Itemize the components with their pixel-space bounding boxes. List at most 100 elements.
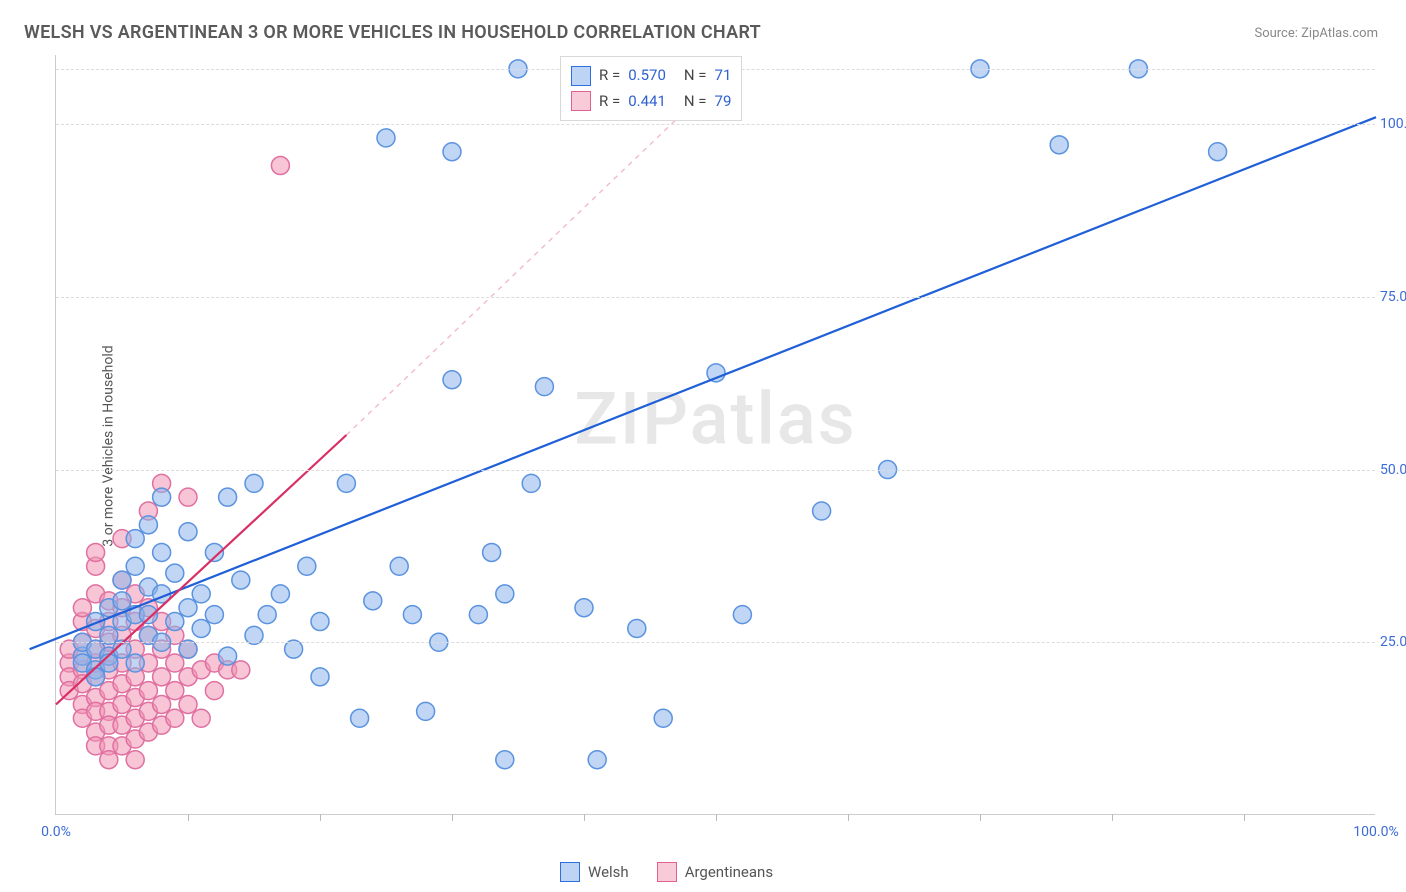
legend-item-welsh: Welsh	[560, 862, 629, 882]
scatter-point	[219, 647, 237, 665]
scatter-point	[575, 599, 593, 617]
scatter-point	[179, 695, 197, 713]
scatter-point	[87, 543, 105, 561]
scatter-point	[153, 668, 171, 686]
scatter-point	[126, 751, 144, 769]
scatter-point	[192, 585, 210, 603]
n-value: 79	[715, 89, 732, 115]
legend-row-welsh: R = 0.570 N = 71	[571, 63, 731, 89]
x-tick-minor	[980, 814, 981, 821]
scatter-point	[126, 530, 144, 548]
r-label: R =	[599, 63, 620, 89]
scatter-point	[166, 709, 184, 727]
gridline	[56, 642, 1375, 643]
scatter-point	[179, 488, 197, 506]
swatch-icon	[560, 862, 580, 882]
chart-title: WELSH VS ARGENTINEAN 3 OR MORE VEHICLES …	[24, 22, 761, 43]
chart-svg	[56, 55, 1375, 814]
x-tick-minor	[584, 814, 585, 821]
r-value: 0.570	[628, 63, 666, 89]
scatter-point	[139, 516, 157, 534]
n-label: N =	[684, 63, 707, 89]
legend-label: Argentineans	[685, 863, 773, 881]
y-tick-label: 50.0%	[1380, 462, 1406, 478]
scatter-point	[179, 599, 197, 617]
scatter-point	[351, 709, 369, 727]
scatter-point	[628, 619, 646, 637]
scatter-point	[232, 661, 250, 679]
scatter-point	[1209, 143, 1227, 161]
scatter-point	[403, 606, 421, 624]
scatter-point	[733, 606, 751, 624]
x-tick-minor	[188, 814, 189, 821]
y-tick-label: 25.0%	[1380, 634, 1406, 650]
y-tick-label: 75.0%	[1380, 289, 1406, 305]
scatter-point	[153, 543, 171, 561]
x-tick-minor	[320, 814, 321, 821]
scatter-point	[390, 557, 408, 575]
scatter-point	[311, 613, 329, 631]
scatter-point	[166, 613, 184, 631]
scatter-point	[443, 143, 461, 161]
gridline	[56, 297, 1375, 298]
scatter-point	[113, 571, 131, 589]
scatter-point	[522, 474, 540, 492]
r-value: 0.441	[628, 89, 666, 115]
scatter-point	[153, 695, 171, 713]
scatter-point	[87, 668, 105, 686]
scatter-point	[298, 557, 316, 575]
x-tick-minor	[848, 814, 849, 821]
x-tick-label: 100.0%	[1353, 824, 1398, 840]
scatter-point	[73, 599, 91, 617]
scatter-point	[364, 592, 382, 610]
scatter-point	[813, 502, 831, 520]
scatter-point	[232, 571, 250, 589]
x-tick-label: 0.0%	[41, 824, 71, 840]
scatter-point	[271, 585, 289, 603]
scatter-point	[469, 606, 487, 624]
gridline	[56, 470, 1375, 471]
swatch-icon	[571, 66, 591, 86]
scatter-point	[166, 654, 184, 672]
scatter-point	[443, 371, 461, 389]
scatter-point	[337, 474, 355, 492]
correlation-legend: R = 0.570 N = 71 R = 0.441 N = 79	[560, 56, 742, 121]
scatter-point	[258, 606, 276, 624]
x-tick-minor	[716, 814, 717, 821]
scatter-point	[588, 751, 606, 769]
scatter-point	[166, 682, 184, 700]
scatter-point	[535, 378, 553, 396]
x-tick-minor	[1244, 814, 1245, 821]
scatter-point	[126, 654, 144, 672]
scatter-point	[166, 564, 184, 582]
scatter-point	[192, 619, 210, 637]
scatter-point	[126, 557, 144, 575]
scatter-point	[113, 592, 131, 610]
n-label: N =	[684, 89, 707, 115]
r-label: R =	[599, 89, 620, 115]
chart-plot-area: ZIPatlas 25.0%50.0%75.0%100.0%0.0%100.0%	[55, 55, 1375, 815]
trend-line	[30, 117, 1376, 649]
scatter-point	[100, 751, 118, 769]
scatter-point	[271, 157, 289, 175]
scatter-point	[496, 585, 514, 603]
scatter-point	[377, 129, 395, 147]
scatter-point	[139, 606, 157, 624]
scatter-point	[205, 606, 223, 624]
scatter-point	[654, 709, 672, 727]
gridline	[56, 124, 1375, 125]
scatter-point	[483, 543, 501, 561]
legend-item-argentineans: Argentineans	[657, 862, 773, 882]
scatter-point	[245, 474, 263, 492]
scatter-point	[153, 488, 171, 506]
scatter-point	[1050, 136, 1068, 154]
source-attribution: Source: ZipAtlas.com	[1254, 26, 1378, 41]
scatter-point	[496, 751, 514, 769]
x-tick-minor	[452, 814, 453, 821]
scatter-point	[219, 488, 237, 506]
series-legend: Welsh Argentineans	[560, 862, 773, 882]
scatter-point	[192, 709, 210, 727]
scatter-point	[417, 702, 435, 720]
swatch-icon	[571, 91, 591, 111]
scatter-point	[179, 523, 197, 541]
